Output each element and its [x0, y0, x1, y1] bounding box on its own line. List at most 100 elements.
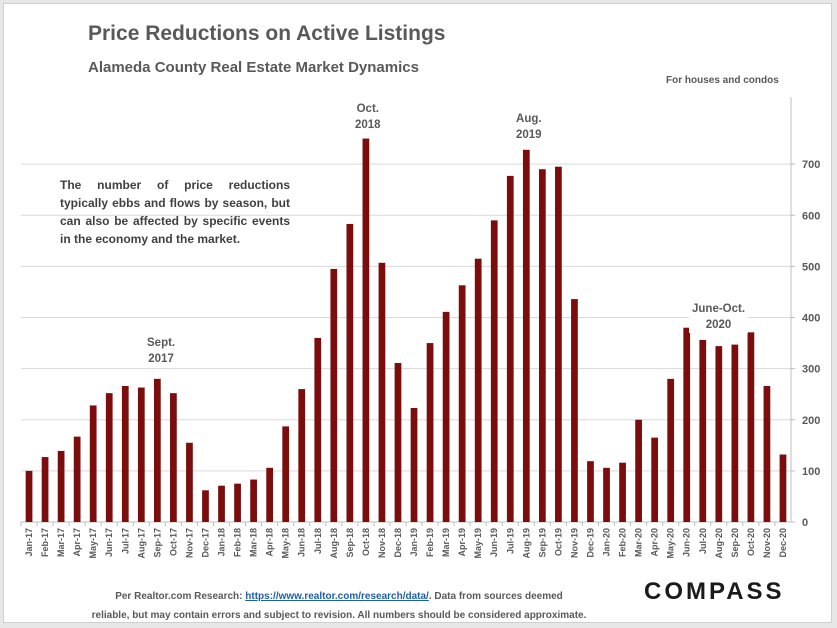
bar: [105, 393, 113, 522]
bar: [282, 426, 290, 522]
bar: [346, 223, 354, 522]
y-tick-label: 0: [802, 517, 808, 529]
bar: [555, 166, 562, 522]
footer-line-1: Per Realtor.com Research: https://www.re…: [79, 587, 599, 606]
x-tick-label: Oct-19: [553, 528, 563, 556]
x-tick-label: Jul-17: [120, 528, 130, 554]
bar: [137, 387, 145, 522]
footer-line-2: reliable, but may contain errors and sub…: [91, 610, 587, 621]
x-tick-label: Apr-17: [72, 528, 82, 557]
chart-subtitle: Alameda County Real Estate Market Dynami…: [88, 59, 419, 76]
bar: [667, 378, 675, 522]
y-tick-label: 100: [802, 466, 820, 478]
x-tick-label: Aug-18: [329, 528, 339, 559]
bar: [442, 311, 450, 522]
bar: [41, 457, 49, 522]
annotation-oct-2018: Oct. 2018: [352, 101, 384, 133]
bar: [170, 393, 177, 522]
bar: [779, 454, 787, 522]
y-tick-label: 400: [802, 313, 820, 325]
x-tick-label: Oct-18: [361, 528, 371, 556]
bar: [506, 175, 514, 523]
bar: [153, 378, 161, 522]
bar: [89, 405, 97, 522]
x-tick-label: Jul-18: [313, 528, 323, 554]
x-tick-label: Sep-18: [345, 528, 355, 558]
x-tick-label: May-19: [473, 528, 483, 559]
x-tick-label: Sep-17: [152, 528, 162, 558]
x-tick-label: Apr-20: [650, 528, 660, 557]
bar: [635, 419, 642, 522]
bar: [458, 285, 466, 522]
bar: [186, 442, 193, 522]
y-tick-label: 200: [802, 415, 820, 427]
bar: [474, 258, 482, 522]
x-tick-label: Dec-20: [778, 528, 788, 558]
x-tick-label: Feb-18: [233, 528, 243, 557]
x-tick-label: Mar-18: [249, 528, 259, 557]
x-tick-label: Feb-17: [40, 528, 50, 557]
x-tick-label: May-17: [88, 528, 98, 559]
y-tick-label: 300: [802, 364, 820, 376]
x-tick-label: Apr-19: [457, 528, 467, 557]
annotation-line: Sept.: [147, 337, 176, 349]
bar: [619, 462, 626, 522]
bar: [699, 339, 707, 522]
bar: [266, 467, 274, 522]
bar: [603, 467, 610, 522]
x-tick-label: Jun-17: [104, 528, 114, 557]
chart-title: Price Reductions on Active Listings: [88, 22, 446, 45]
bar: [250, 479, 257, 522]
bar: [763, 386, 771, 522]
chart-note: For houses and condos: [666, 75, 779, 86]
footer-prefix: Per Realtor.com Research:: [115, 591, 246, 602]
x-tick-label: Aug-17: [136, 528, 146, 559]
bar: [394, 363, 402, 522]
x-tick-label: Jul-20: [698, 528, 708, 554]
x-tick-label: Nov-19: [569, 528, 579, 558]
x-tick-label: Feb-20: [618, 528, 628, 557]
footer-suffix: . Data from sources deemed: [428, 591, 563, 602]
bar: [218, 485, 225, 522]
bar: [202, 490, 209, 522]
y-tick-label: 600: [802, 210, 820, 222]
bar: [731, 344, 739, 522]
annotation-line: June-Oct.: [692, 303, 746, 315]
x-tick-label: Aug-20: [714, 528, 724, 559]
x-tick-label: Jan-17: [24, 528, 34, 557]
annotation-line: 2018: [355, 119, 381, 131]
bar: [651, 437, 659, 522]
bar: [57, 450, 65, 522]
annotation-aug-2019: Aug. 2019: [513, 111, 545, 143]
x-tick-label: Jun-19: [489, 528, 499, 557]
x-tick-label: May-18: [281, 528, 291, 559]
x-tick-label: Dec-17: [200, 528, 210, 558]
x-tick-label: Jan-18: [217, 528, 227, 557]
x-tick-label: Sep-20: [730, 528, 740, 558]
bar: [571, 299, 578, 522]
x-tick-label: Dec-18: [393, 528, 403, 558]
chart-description: The number of price reductions typically…: [60, 178, 290, 246]
x-tick-label: Jul-19: [505, 528, 515, 554]
bar: [298, 389, 306, 522]
x-tick-label: Aug-19: [521, 528, 531, 559]
bar: [121, 386, 129, 522]
source-link[interactable]: https://www.realtor.com/research/data/: [245, 591, 429, 602]
annotation-line: Aug.: [516, 113, 542, 125]
x-tick-label: Mar-17: [56, 528, 66, 557]
bar: [25, 470, 33, 522]
annotation-sept-2017: Sept. 2017: [144, 335, 179, 367]
x-tick-label: Oct-20: [746, 528, 756, 556]
x-tick-label: Mar-20: [634, 528, 644, 557]
bar: [234, 483, 241, 522]
x-tick-label: Jun-18: [297, 528, 307, 557]
x-tick-label: Sep-19: [537, 528, 547, 558]
x-tick-label: Oct-17: [168, 528, 178, 556]
bar: [73, 436, 81, 522]
annotation-line: 2019: [516, 129, 542, 141]
bar-chart: 0 100 200 300 400 500 600 700 Jan-17 Feb-17 Mar-17…: [20, 97, 820, 559]
x-tick-label: Nov-18: [377, 528, 387, 558]
bar: [362, 138, 370, 522]
x-tick-label: Nov-17: [184, 528, 194, 558]
x-tick-label: Feb-19: [425, 528, 435, 557]
